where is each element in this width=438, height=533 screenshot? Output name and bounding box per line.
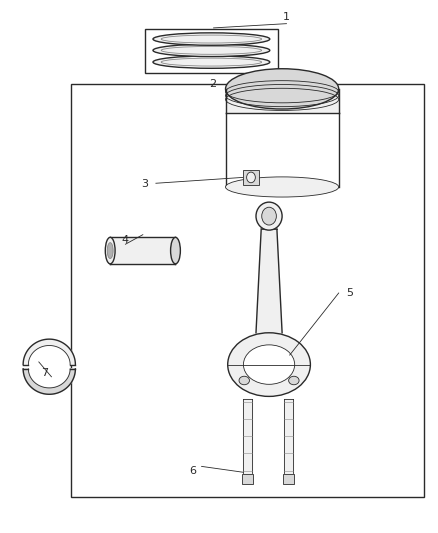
- Ellipse shape: [170, 237, 180, 264]
- Ellipse shape: [247, 172, 255, 183]
- Text: 3: 3: [141, 179, 148, 189]
- Ellipse shape: [161, 58, 261, 66]
- Ellipse shape: [289, 376, 299, 385]
- Polygon shape: [226, 89, 339, 113]
- Ellipse shape: [153, 56, 270, 68]
- Text: 5: 5: [346, 288, 353, 298]
- Ellipse shape: [105, 237, 115, 264]
- Polygon shape: [253, 333, 254, 365]
- Text: 7: 7: [41, 368, 49, 377]
- Ellipse shape: [226, 177, 339, 197]
- Bar: [145, 29, 278, 73]
- Polygon shape: [284, 399, 293, 473]
- Text: 2: 2: [209, 78, 216, 88]
- Polygon shape: [23, 369, 75, 394]
- Ellipse shape: [161, 35, 261, 43]
- Polygon shape: [243, 399, 252, 473]
- Ellipse shape: [107, 243, 113, 259]
- Bar: [71, 84, 424, 497]
- Ellipse shape: [239, 376, 250, 385]
- Polygon shape: [226, 113, 339, 187]
- Ellipse shape: [153, 33, 270, 45]
- Ellipse shape: [228, 333, 311, 397]
- Polygon shape: [110, 237, 176, 264]
- Ellipse shape: [244, 345, 295, 384]
- Bar: [242, 474, 253, 484]
- Text: 1: 1: [283, 12, 290, 22]
- Polygon shape: [23, 339, 75, 365]
- Bar: [283, 474, 294, 484]
- Bar: [243, 170, 259, 185]
- Ellipse shape: [153, 44, 270, 56]
- Ellipse shape: [262, 207, 276, 225]
- Ellipse shape: [161, 46, 261, 54]
- Text: 6: 6: [189, 466, 196, 475]
- Ellipse shape: [226, 69, 339, 109]
- Ellipse shape: [256, 202, 282, 230]
- Polygon shape: [256, 229, 282, 333]
- Text: 4: 4: [122, 235, 129, 245]
